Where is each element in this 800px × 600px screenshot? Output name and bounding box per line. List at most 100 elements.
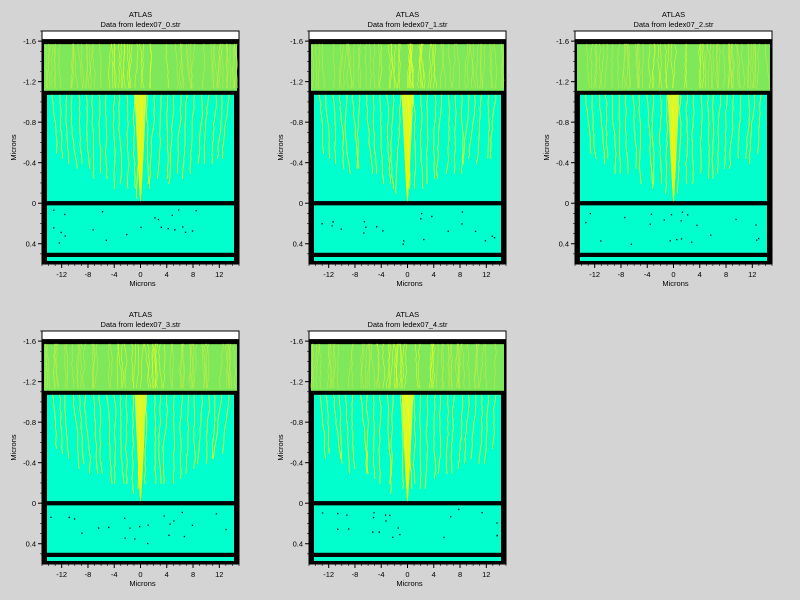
- upper-contour: [595, 43, 598, 89]
- layer-separator: [42, 39, 239, 43]
- oxide-contour: [359, 393, 368, 474]
- x-tick-label: 4: [432, 270, 436, 279]
- y-axis-label: Microns: [542, 134, 551, 161]
- defect-dot: [181, 511, 183, 514]
- upper-contour: [419, 43, 422, 89]
- oxide-contour: [172, 393, 175, 484]
- upper-contour: [346, 43, 350, 89]
- plot-panel: -1.6 -1.2 -0.8 -0.4 0 0.4 -12 -8 -4 0 4 8 12 ATLASDat…: [9, 310, 240, 588]
- upper-contour: [118, 43, 121, 89]
- x-axis-label: Microns: [396, 579, 423, 588]
- upper-contour: [190, 343, 194, 389]
- substrate-layer: [47, 205, 234, 253]
- plot-subtitle: Data from ledex07_2.str: [633, 20, 714, 29]
- oxide-contour: [185, 393, 190, 474]
- oxide-contour: [154, 393, 157, 484]
- oxide-contour: [113, 393, 117, 484]
- upper-contour: [466, 43, 470, 89]
- upper-contour: [189, 343, 193, 389]
- upper-contour: [225, 43, 229, 89]
- defect-dot: [496, 522, 498, 524]
- side-border: [309, 92, 314, 264]
- cap-layer: [309, 31, 506, 40]
- defect-dot: [191, 230, 194, 232]
- defect-dot: [129, 527, 131, 529]
- upper-contour: [212, 43, 216, 89]
- oxide-contour: [332, 93, 337, 164]
- defect-dot: [384, 514, 387, 516]
- x-tick-label: 12: [482, 570, 490, 579]
- oxide-contour: [351, 393, 356, 469]
- upper-contour: [360, 343, 364, 389]
- defect-dot: [392, 536, 394, 538]
- oxide-contour: [149, 93, 155, 189]
- defect-dot: [53, 209, 55, 211]
- oxide-contour: [193, 393, 196, 469]
- upper-contour: [711, 43, 715, 89]
- defect-dot: [681, 211, 684, 213]
- defect-dot: [108, 526, 110, 529]
- side-border: [767, 92, 772, 264]
- defect-dot: [493, 237, 496, 239]
- oxide-contour: [344, 93, 351, 174]
- oxide-contour: [717, 93, 722, 174]
- plot-title: ATLAS: [662, 10, 685, 19]
- upper-contour: [180, 343, 183, 389]
- x-tick-label: 8: [191, 570, 195, 579]
- defect-dot: [663, 219, 665, 221]
- x-tick-label: -4: [644, 270, 651, 279]
- upper-contour: [117, 343, 123, 389]
- upper-contour: [360, 343, 365, 389]
- defect-dot: [372, 516, 375, 519]
- cap-layer: [309, 331, 506, 340]
- upper-contour: [685, 43, 688, 89]
- defect-dot: [225, 528, 227, 531]
- layer-separator: [42, 90, 239, 95]
- upper-contour: [45, 343, 51, 389]
- x-tick-label: 12: [215, 570, 223, 579]
- plot-panel: -1.6 -1.2 -0.8 -0.4 0 0.4 -12 -8 -4 0 4 8 12 ATLASDat…: [9, 10, 240, 288]
- upper-contour: [417, 343, 421, 389]
- x-tick-label: 12: [215, 270, 223, 279]
- upper-contour: [220, 43, 224, 89]
- plume-contour: [407, 93, 413, 202]
- bottom-layer: [47, 256, 234, 262]
- plume-contour: [407, 393, 413, 502]
- upper-contour: [139, 43, 145, 89]
- upper-contour: [709, 43, 713, 89]
- x-tick-label: -12: [323, 270, 334, 279]
- oxide-contour: [632, 93, 637, 169]
- upper-contour: [174, 43, 179, 89]
- plot-panel: -1.6 -1.2 -0.8 -0.4 0 0.4 -12 -8 -4 0 4 8 12 ATLASDat…: [276, 10, 507, 288]
- defect-dot: [680, 238, 683, 240]
- upper-layer: [311, 344, 504, 392]
- plume-contour: [673, 93, 679, 202]
- defect-dot: [101, 211, 104, 213]
- upper-contour: [439, 43, 444, 89]
- upper-contour: [370, 343, 376, 389]
- upper-contour: [600, 43, 605, 89]
- upper-contour: [648, 43, 651, 89]
- oxide-contour: [737, 93, 742, 159]
- defect-dot: [491, 235, 493, 237]
- defect-dot: [650, 213, 653, 215]
- defect-dot: [124, 517, 126, 519]
- oxide-contour: [638, 93, 642, 184]
- upper-contour: [481, 43, 486, 89]
- oxide-contour: [91, 93, 95, 179]
- oxide-contour: [85, 93, 91, 169]
- upper-layer: [44, 44, 237, 92]
- upper-contour: [151, 343, 154, 389]
- y-tick-label: -1.6: [23, 337, 36, 346]
- layer-separator: [309, 560, 506, 564]
- defect-dot: [126, 233, 128, 236]
- upper-contour: [225, 43, 229, 89]
- oxide-contour: [386, 93, 392, 184]
- upper-contour: [234, 43, 237, 89]
- upper-contour: [357, 43, 362, 89]
- oxide-contour: [723, 93, 729, 169]
- oxide-contour: [450, 393, 456, 474]
- upper-contour: [71, 344, 74, 389]
- upper-contour: [701, 43, 705, 89]
- oxide-contour: [65, 93, 70, 164]
